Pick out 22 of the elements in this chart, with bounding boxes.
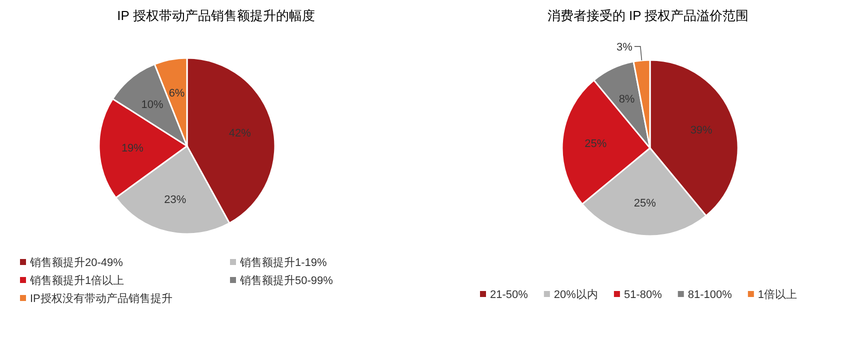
data-label: 25% <box>584 138 607 150</box>
legend-label: 21-50% <box>490 289 528 301</box>
legend-label: 销售额提升50-99% <box>239 274 334 287</box>
chart-title: IP 授权带动产品销售额提升的幅度 <box>117 8 315 23</box>
legend-label: 销售额提升1倍以上 <box>29 274 124 287</box>
data-label: 42% <box>228 127 252 140</box>
data-label: 10% <box>141 98 164 111</box>
legend-label: 81-100% <box>688 289 732 301</box>
legend-label: 20%以内 <box>554 288 598 301</box>
legend-label: 51-80% <box>624 289 662 301</box>
data-label: 23% <box>164 194 186 206</box>
legend-label: 销售额提升20-49% <box>29 256 124 269</box>
data-label: 39% <box>690 124 713 137</box>
data-label: 25% <box>634 197 656 210</box>
legend-label: 1倍以上 <box>758 288 798 301</box>
data-label: 3% <box>616 41 633 54</box>
legend-label: 销售额提升1-19% <box>239 256 328 269</box>
data-label: 6% <box>168 87 185 100</box>
legend-label: IP授权没有带动产品销售提升 <box>30 292 172 305</box>
data-label: 19% <box>121 142 144 155</box>
chart-title: 消费者接受的 IP 授权产品溢价范围 <box>547 8 749 23</box>
data-label: 8% <box>618 94 635 106</box>
